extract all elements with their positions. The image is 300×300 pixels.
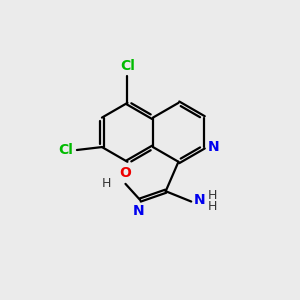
Text: Cl: Cl <box>120 59 135 73</box>
Text: O: O <box>119 166 131 180</box>
Text: H: H <box>207 200 217 213</box>
Text: Cl: Cl <box>58 143 74 157</box>
Text: N: N <box>208 140 219 154</box>
Text: N: N <box>194 193 206 207</box>
Text: H: H <box>101 177 111 190</box>
Text: H: H <box>207 188 217 202</box>
Text: N: N <box>133 205 145 218</box>
